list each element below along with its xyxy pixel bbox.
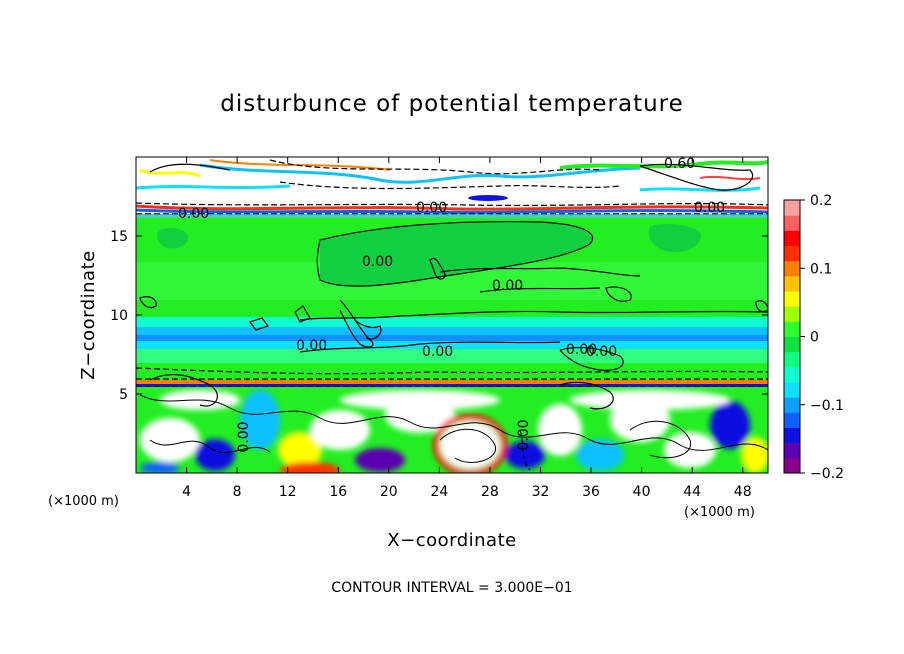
colorbar-segment — [784, 366, 800, 383]
contour-label: 0.00 — [362, 254, 393, 270]
colorbar-segment — [784, 321, 800, 337]
colorbar-segment — [784, 336, 800, 353]
colorbar-segment — [784, 382, 800, 398]
contour-label: 0.00 — [416, 200, 447, 216]
colorbar-ticks: 0.2 0.1 0 −0.1 −0.2 — [800, 193, 844, 482]
contour-label: 0.00 — [178, 206, 209, 222]
colorbar-segment — [784, 351, 800, 368]
colorbar-segment — [784, 275, 800, 292]
colorbar-segment — [784, 215, 800, 231]
colorbar-segment — [784, 230, 800, 246]
colorbar-segment — [784, 306, 800, 322]
x-tick-label: 4 — [182, 484, 191, 500]
z-tick-label: 5 — [119, 387, 128, 403]
x-unit-right: (×1000 m) — [684, 505, 755, 520]
colorbar-tick-label: −0.2 — [810, 466, 844, 482]
plot-area: 0.00 0.00 0.00 0.00 0.00 0.00 0.00 0.00 … — [136, 156, 768, 473]
colorbar-segment — [784, 291, 800, 307]
x-axis-ticks: 4 8 12 16 20 24 28 32 36 40 44 48 — [182, 157, 752, 500]
x-axis-label: X−coordinate — [387, 530, 516, 551]
x-tick-label: 40 — [633, 484, 651, 500]
lower-layer-field — [136, 387, 768, 473]
colorbar-segment — [784, 427, 800, 444]
colorbar-segment — [784, 457, 800, 474]
z-tick-label: 10 — [110, 308, 128, 324]
mid-layer-field — [136, 221, 768, 300]
contour-label: 0.00 — [422, 344, 453, 360]
colorbar-segment — [784, 442, 800, 459]
colorbar-tick-label: −0.1 — [810, 398, 844, 414]
x-tick-label: 32 — [532, 484, 550, 500]
contour-label: 0.00 — [236, 421, 252, 452]
x-unit-left: (×1000 m) — [48, 494, 119, 509]
colorbar-segment — [784, 260, 800, 277]
colorbar — [783, 199, 801, 474]
colorbar-segment — [784, 412, 800, 428]
x-tick-label: 8 — [233, 484, 242, 500]
x-tick-label: 24 — [430, 484, 448, 500]
contour-labels: 0.00 0.00 0.00 0.00 0.00 0.00 0.00 0.00 … — [178, 156, 725, 453]
upper-layer-field — [136, 157, 768, 214]
colorbar-segment — [784, 200, 800, 216]
chart-title: disturbunce of potential temperature — [220, 91, 684, 117]
contour-label: 0.00 — [586, 344, 617, 360]
colorbar-tick-label: 0 — [810, 330, 819, 346]
contour-lines — [136, 159, 768, 410]
z-axis-label: Z−coordinate — [78, 250, 99, 379]
x-tick-label: 20 — [380, 484, 398, 500]
x-tick-label: 36 — [582, 484, 600, 500]
contour-label: 0.00 — [296, 338, 327, 354]
contour-interval-note: CONTOUR INTERVAL = 3.000E−01 — [331, 580, 572, 596]
contour-label: 0.00 — [566, 342, 597, 358]
colorbar-segment — [784, 245, 800, 262]
z-axis-ticks: 5 10 15 — [110, 229, 768, 403]
z-tick-label: 15 — [110, 229, 128, 245]
colorbar-segment — [784, 397, 800, 413]
colorbar-tick-label: 0.2 — [810, 193, 832, 209]
contour-label: 0.00 — [492, 278, 523, 294]
x-tick-label: 16 — [329, 484, 347, 500]
x-tick-label: 28 — [481, 484, 499, 500]
contour-label: 0.00 — [516, 419, 532, 450]
contour-label: 0.60 — [664, 156, 695, 172]
x-tick-label: 12 — [279, 484, 297, 500]
colorbar-tick-label: 0.1 — [810, 261, 832, 277]
contour-label: 0.00 — [694, 200, 725, 216]
x-tick-label: 44 — [683, 484, 701, 500]
x-tick-label: 48 — [734, 484, 752, 500]
